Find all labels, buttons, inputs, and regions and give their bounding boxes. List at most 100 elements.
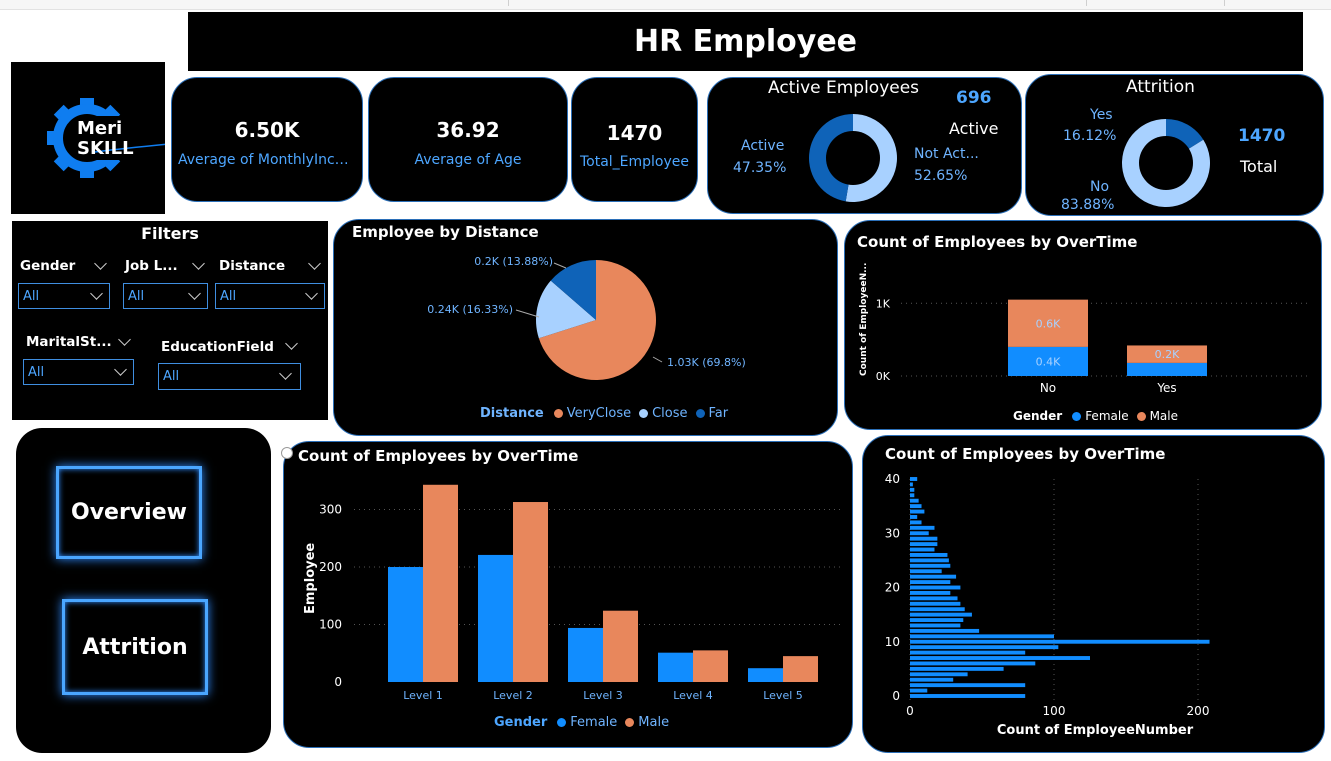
- horizontal-bar-chart: 0 100 200 0 10 20 30 40 Count of EmployeeNumber: [885, 472, 1210, 738]
- grouped-bar: [388, 567, 423, 682]
- filters-title: Filters: [141, 224, 199, 243]
- pie-leader-line: [652, 356, 663, 363]
- bar-data-label: 0.4K: [1036, 355, 1061, 368]
- x-tick-label: Level 3: [583, 689, 623, 702]
- filter-gender-dropdown[interactable]: All: [18, 283, 110, 309]
- legend-item: Male: [1149, 409, 1179, 423]
- legend-dot: [625, 718, 635, 727]
- dropdown-value: All: [163, 369, 180, 384]
- horizontal-bar: [910, 531, 929, 536]
- chevron-down-icon[interactable]: [308, 257, 321, 270]
- card-title: Active Employees: [768, 78, 920, 98]
- legend-dot: [695, 409, 705, 418]
- horizontal-bar: [910, 574, 957, 579]
- donut-pct-no: 83.88%: [1061, 197, 1115, 213]
- overview-button[interactable]: Overview: [56, 466, 202, 559]
- pie-slice: [550, 260, 596, 320]
- horizontal-bar: [910, 677, 954, 682]
- filter-education-field-dropdown[interactable]: All: [158, 363, 301, 390]
- window-top-strip: [0, 0, 1331, 10]
- select-radio[interactable]: [281, 447, 293, 459]
- kpi-label: Average of Age: [414, 152, 522, 168]
- horizontal-bar: [910, 612, 972, 617]
- donut-hole: [1139, 136, 1193, 190]
- chevron-down-icon[interactable]: [94, 257, 107, 270]
- chevron-down-icon[interactable]: [118, 333, 131, 346]
- donut-label-not-active: Not Act...: [914, 146, 979, 162]
- pie-leader-line: [515, 309, 540, 318]
- legend-item: Close: [652, 406, 688, 421]
- filter-marital-status-dropdown[interactable]: All: [23, 359, 134, 385]
- y-tick-label: 40: [885, 472, 900, 486]
- attrition-button[interactable]: Attrition: [62, 599, 208, 695]
- legend-item: Far: [708, 406, 729, 421]
- kpi-label: Total_Employee: [579, 154, 690, 170]
- job-level-bar-card: Count of Employees by OverTime 0 100 200 30…: [283, 441, 853, 748]
- kpi-card-age: 36.92 Average of Age: [368, 77, 568, 202]
- horizontal-bar: [910, 547, 935, 552]
- horizontal-bar: [910, 639, 1210, 644]
- x-tick-label: Level 1: [403, 689, 443, 702]
- kpi-value: 1470: [606, 121, 663, 145]
- x-tick-label: Level 5: [763, 689, 803, 702]
- horizontal-bar: [910, 477, 918, 481]
- horizontal-bar: [910, 585, 961, 590]
- stacked-bar: [1127, 362, 1207, 376]
- x-tick-label: 0: [906, 704, 914, 718]
- chevron-down-icon: [114, 363, 127, 376]
- x-axis-label: Count of EmployeeNumber: [997, 723, 1194, 738]
- y-tick-label: 10: [885, 635, 900, 649]
- horizontal-bar: [910, 634, 1054, 639]
- stacked-legend: Gender Female Male: [1013, 409, 1178, 423]
- donut-pct-yes: 16.12%: [1063, 128, 1117, 144]
- x-tick-label: 100: [1043, 704, 1066, 718]
- horizontal-bar: [910, 666, 1004, 671]
- filter-job-level-dropdown[interactable]: All: [123, 283, 208, 309]
- horizontal-bar: [910, 650, 1026, 655]
- pie-data-label: 1.03K (69.8%): [667, 356, 746, 369]
- y-axis-label: Count of EmployeeN...: [859, 263, 869, 376]
- kpi-value: 6.50K: [234, 118, 300, 142]
- horizontal-bar: [910, 618, 964, 623]
- grouped-bar: [783, 656, 818, 682]
- donut-pct-not-active: 52.65%: [914, 168, 968, 184]
- horizontal-bar: [910, 487, 915, 492]
- horizontal-bar: [910, 580, 951, 585]
- grouped-bar: [658, 652, 693, 682]
- horizontal-bar: [910, 628, 980, 633]
- legend-dot: [557, 718, 567, 727]
- filter-distance-dropdown[interactable]: All: [215, 283, 325, 309]
- horizontal-bar: [910, 482, 913, 487]
- grouped-bar: [513, 502, 548, 682]
- horizontal-bar: [910, 542, 938, 547]
- pie-data-label: 0.24K (16.33%): [427, 303, 513, 316]
- x-tick-label: No: [1040, 381, 1056, 395]
- horizontal-bar: [910, 596, 958, 601]
- pie-legend: Distance VeryClose Close Far: [480, 406, 728, 421]
- pie-slice: [538, 260, 656, 380]
- horizontal-bar: [910, 525, 935, 530]
- card-title: Attrition: [1126, 77, 1195, 97]
- overtime-stacked-chart: 1K 0K Count of EmployeeN... 0.4K 0.6K No 0.2K Y…: [859, 263, 1310, 395]
- pie-leader-line: [553, 262, 567, 269]
- active-count: 696: [956, 88, 992, 108]
- kpi-card-total-employee: 1470 Total_Employee: [571, 77, 698, 202]
- horizontal-bar: [910, 656, 1090, 660]
- horizontal-bar: [910, 493, 915, 498]
- bar-data-label: 0.6K: [1036, 317, 1061, 330]
- chevron-down-icon: [279, 367, 292, 380]
- chevron-down-icon: [188, 287, 201, 300]
- filter-gender-label: Gender: [20, 258, 76, 274]
- legend-dot: [639, 409, 649, 418]
- donut-hole: [826, 131, 880, 185]
- filter-job-level-label: Job L...: [125, 258, 178, 274]
- attrition-card: Attrition 1470 Total Yes 16.12% No 83.88…: [1025, 74, 1324, 216]
- y-tick-label: 1K: [876, 297, 891, 310]
- chevron-down-icon[interactable]: [192, 257, 205, 270]
- dropdown-value: All: [23, 288, 40, 304]
- horizontal-bar: [910, 590, 951, 595]
- donut-pct-active: 47.35%: [733, 160, 787, 176]
- grouped-bar: [748, 668, 783, 682]
- chevron-down-icon[interactable]: [285, 337, 298, 350]
- horizontal-bar: [910, 601, 961, 606]
